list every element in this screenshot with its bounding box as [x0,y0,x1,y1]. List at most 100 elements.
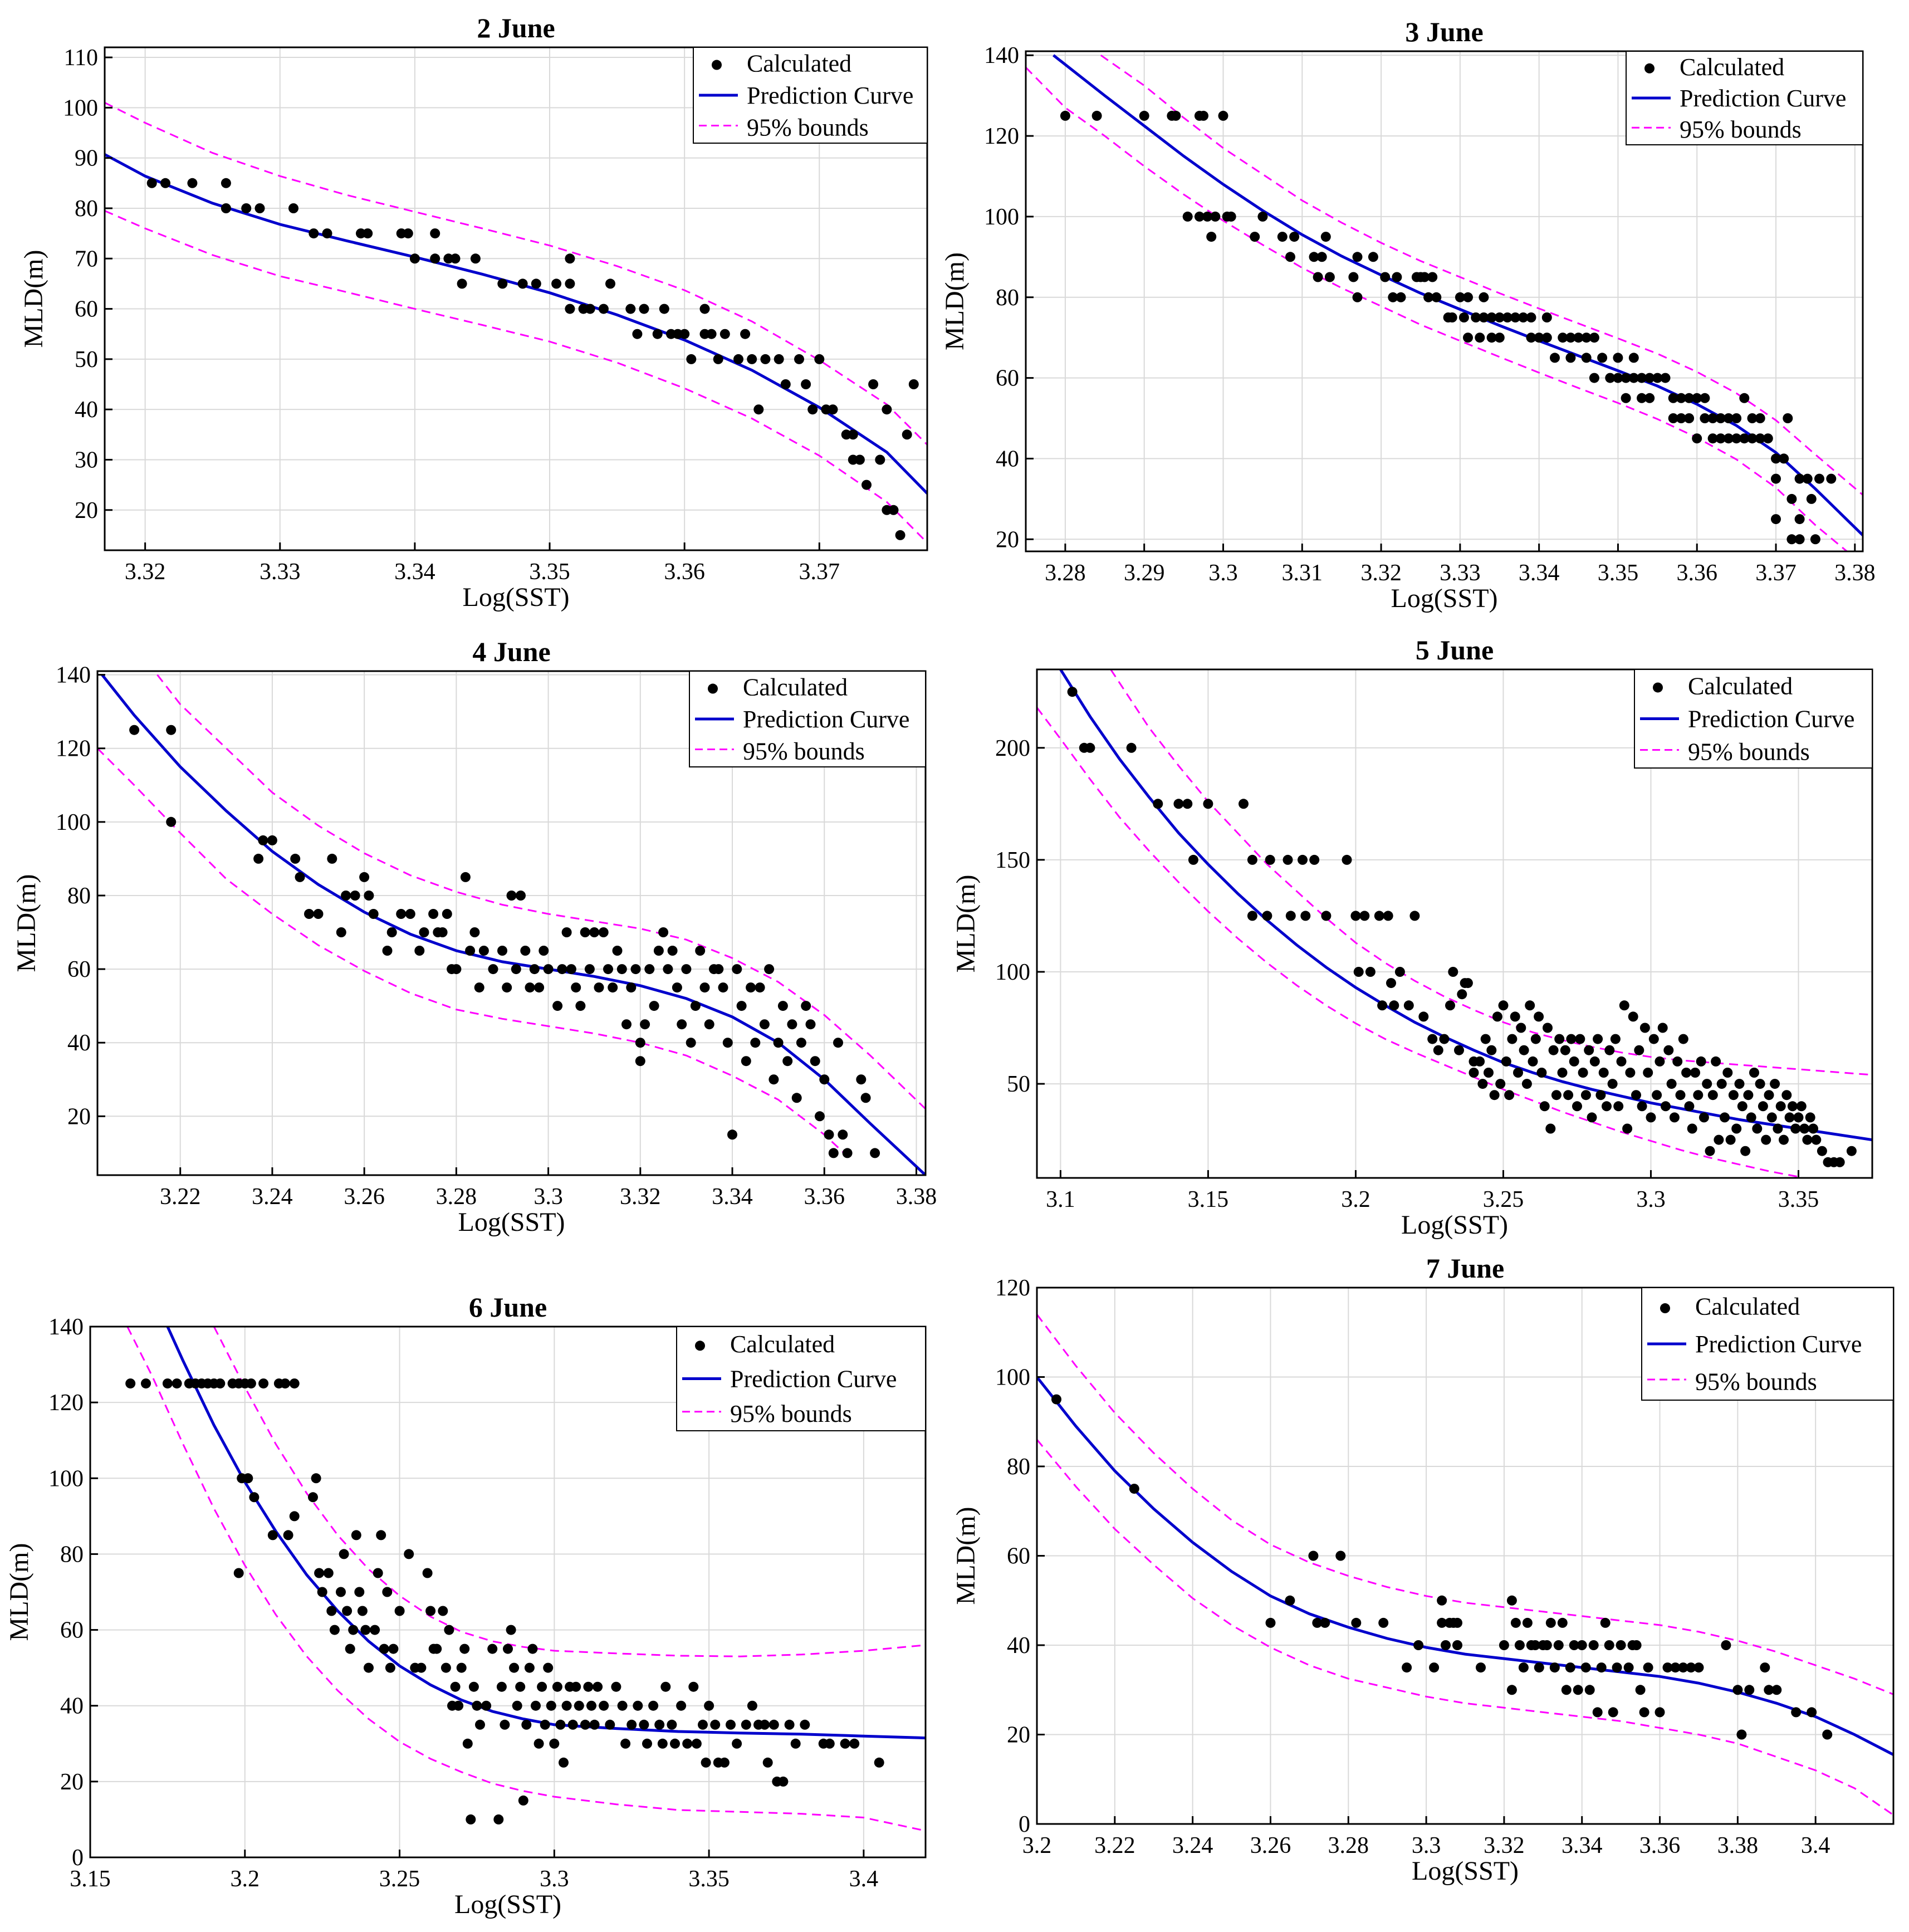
data-point-46 [733,354,743,364]
data-point-53 [422,1568,433,1578]
data-point-112 [642,1738,652,1749]
x-tick-label-4: 3.32 [1360,560,1402,586]
y-tick-label-4: 80 [1007,1454,1030,1480]
data-point-22 [1506,1595,1517,1606]
data-point-43 [1584,1685,1595,1695]
x-tick-label-8: 3.38 [896,1184,937,1210]
data-point-33 [1545,1617,1556,1628]
legend-label-calculated: Calculated [730,1331,835,1358]
data-point-93 [764,964,775,975]
data-point-116 [1684,1101,1695,1112]
x-tick-label-2: 3.25 [379,1866,420,1892]
data-point-115 [657,1738,668,1749]
data-point-49 [1486,312,1497,322]
data-point-69 [475,1719,485,1730]
y-tick-label-8: 100 [63,95,98,121]
data-point-85 [533,1738,544,1749]
data-point-18 [1452,1640,1462,1650]
data-point-44 [1463,332,1473,343]
x-tick-label-3: 3.3 [540,1866,569,1892]
data-point-102 [805,1019,816,1030]
data-point-140 [1755,1079,1765,1089]
data-point-9 [313,909,324,919]
data-point-65 [462,1738,473,1749]
data-point-125 [1711,1056,1721,1067]
data-point-92 [555,1719,566,1730]
data-point-114 [1678,1034,1688,1044]
data-point-12 [1429,1662,1440,1673]
data-point-76 [1566,1034,1577,1044]
legend-label-prediction: Prediction Curve [1680,85,1846,112]
data-point-119 [676,1700,687,1711]
x-tick-label-8: 3.36 [1639,1833,1681,1858]
data-point-37 [1427,272,1438,282]
data-point-26 [311,1473,321,1484]
y-tick-label-0: 20 [67,1104,91,1129]
x-tick-label-1: 3.2 [231,1866,260,1892]
data-point-128 [1720,1112,1730,1123]
data-point-25 [1348,272,1359,282]
data-point-8 [1182,211,1193,222]
data-point-56 [432,1644,442,1654]
x-tick-label-1: 3.33 [260,559,301,585]
data-point-46 [552,1001,563,1011]
y-tick-label-5: 120 [984,124,1019,149]
legend: Calculated Prediction Curve 95% bounds [676,1326,926,1431]
data-point-96 [1625,1068,1636,1078]
data-point-17 [382,946,393,956]
data-point-52 [1494,332,1505,343]
data-point-106 [611,1681,621,1692]
data-point-8 [1203,799,1213,809]
data-point-33 [339,1549,349,1559]
data-point-40 [520,946,531,956]
y-tick-label-0: 20 [996,527,1019,552]
x-tick-label-6: 3.34 [712,1184,753,1210]
data-point-36 [1423,292,1434,302]
y-tick-label-2: 60 [67,957,91,982]
data-point-95 [773,1038,784,1048]
data-point-90 [1692,393,1702,403]
data-point-2 [1085,742,1095,753]
data-point-60 [848,429,858,440]
data-point-108 [1763,433,1773,444]
y-tick-label-6: 140 [56,663,91,688]
x-axis-label: Log(SST) [463,583,570,612]
data-point-100 [583,1681,594,1692]
data-point-21 [1350,911,1361,921]
data-point-103 [810,1056,820,1067]
y-tick-label-3: 80 [996,285,1019,311]
data-point-108 [1661,1101,1671,1112]
data-point-83 [527,1644,538,1654]
data-point-107 [617,1700,628,1711]
data-point-11 [336,927,346,937]
data-point-28 [317,1587,327,1597]
data-point-98 [787,1019,797,1030]
data-point-135 [1740,1146,1751,1156]
data-point-61 [450,1681,461,1692]
data-point-12 [1206,232,1217,242]
data-point-44 [1469,1068,1479,1078]
data-point-3 [221,178,231,188]
bounds-layer [1026,54,1863,551]
data-point-111 [1771,514,1781,525]
data-point-66 [466,1814,476,1825]
data-point-66 [882,404,892,415]
data-point-66 [640,1019,650,1030]
data-point-109 [1771,453,1781,464]
chart-4-june: 3.22 3.24 3.26 3.28 3.3 3.32 3.34 3.36 3.38 20 40 6… [12,636,937,1237]
legend-marker-calculated [695,1341,705,1351]
data-point-57 [1510,1011,1520,1022]
data-point-86 [537,1681,547,1692]
data-point-13 [1265,854,1275,865]
data-point-126 [1714,1134,1724,1145]
data-point-120 [1806,493,1817,504]
data-point-65 [1573,332,1584,343]
data-point-43 [1463,292,1473,302]
data-point-70 [481,1700,492,1711]
x-tick-label-10: 3.38 [1834,560,1876,586]
legend-label-prediction: Prediction Curve [730,1366,897,1393]
data-point-119 [1802,473,1813,484]
data-point-54 [801,379,811,389]
data-point-84 [531,1700,541,1711]
data-point-113 [1675,1090,1686,1100]
